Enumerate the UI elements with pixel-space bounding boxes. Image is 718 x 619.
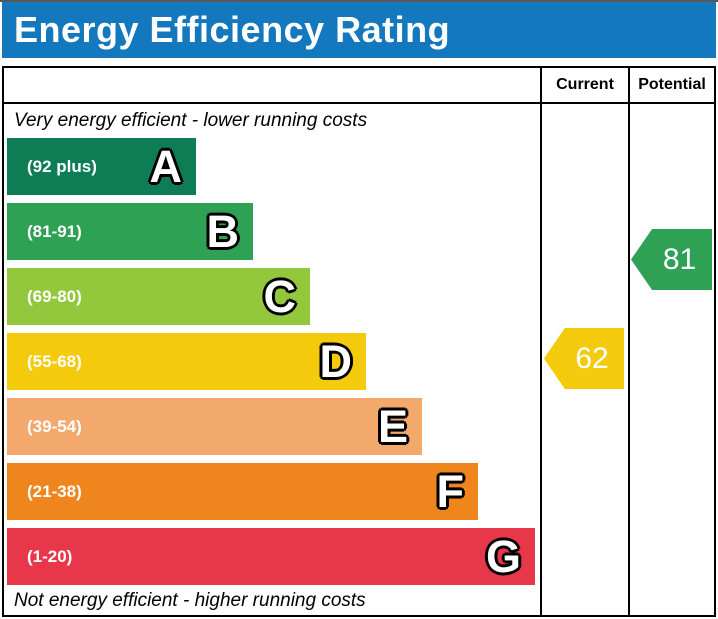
- table-header-row: Current Potential: [4, 68, 714, 104]
- epc-rating-table: Current Potential Very energy efficient …: [2, 66, 716, 617]
- band-a: (92 plus) A: [7, 138, 196, 195]
- band-range-label: (55-68): [27, 351, 82, 371]
- potential-header-label: Potential: [638, 76, 706, 93]
- rating-bands-cell: Very energy efficient - lower running co…: [4, 104, 540, 615]
- page-top-edge: [0, 0, 718, 2]
- band-letter: E: [377, 401, 408, 452]
- band-range-label: (69-80): [27, 286, 82, 306]
- current-rating-arrow: 62: [544, 328, 624, 389]
- band-d: (55-68) D: [7, 333, 366, 390]
- band-letter: C: [263, 271, 297, 322]
- band-b: (81-91) B: [7, 203, 253, 260]
- rating-bands: (92 plus) A (81-91) B (69-80) C (55-68) D (39-54…: [4, 138, 540, 585]
- band-letter: G: [485, 531, 521, 582]
- potential-column-header: Potential: [628, 68, 714, 102]
- current-header-label: Current: [556, 76, 614, 93]
- band-f: (21-38) F: [7, 463, 478, 520]
- current-rating-value: 62: [575, 341, 609, 375]
- band-letter: B: [206, 206, 240, 257]
- band-range-label: (92 plus): [27, 156, 97, 176]
- table-body-row: Very energy efficient - lower running co…: [4, 104, 714, 615]
- band-letter: D: [319, 336, 353, 387]
- band-range-label: (81-91): [27, 221, 82, 241]
- band-letter: A: [149, 141, 183, 192]
- bottom-note: Not energy efficient - higher running co…: [14, 590, 366, 611]
- band-g: (1-20) G: [7, 528, 535, 585]
- top-note: Very energy efficient - lower running co…: [14, 110, 368, 131]
- band-range-label: (1-20): [27, 546, 73, 566]
- band-e: (39-54) E: [7, 398, 422, 455]
- title-bar: Energy Efficiency Rating: [2, 2, 716, 58]
- potential-rating-arrow: 81: [631, 229, 712, 290]
- current-column-header: Current: [540, 68, 628, 102]
- header-spacer: [4, 68, 540, 102]
- potential-value-cell: 81: [628, 104, 714, 615]
- page-title: Energy Efficiency Rating: [14, 9, 451, 50]
- band-range-label: (39-54): [27, 416, 82, 436]
- band-range-label: (21-38): [27, 481, 82, 501]
- band-c: (69-80) C: [7, 268, 310, 325]
- current-value-cell: 62: [540, 104, 628, 615]
- band-letter: F: [436, 466, 465, 517]
- potential-rating-value: 81: [662, 242, 697, 276]
